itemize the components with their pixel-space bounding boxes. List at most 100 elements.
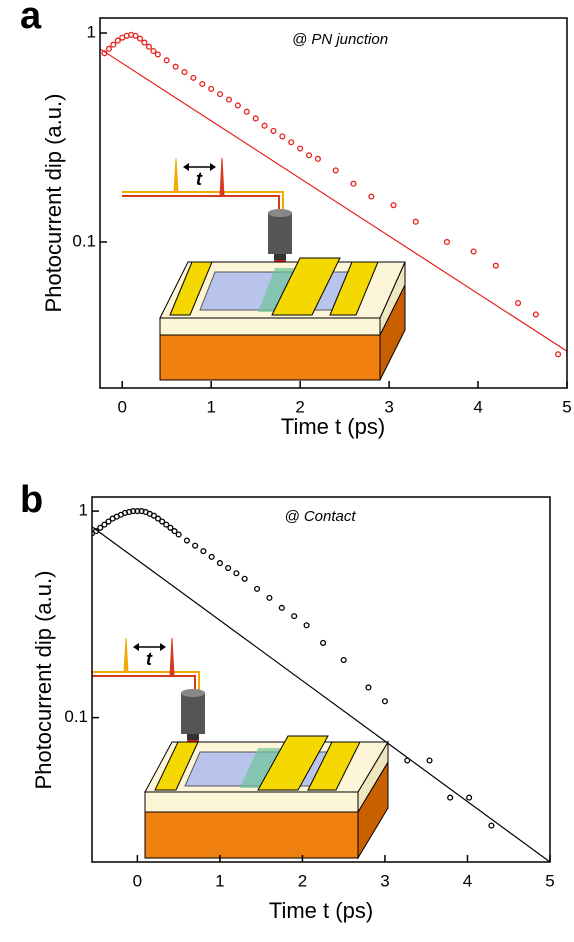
y-tick-label: 1 (79, 501, 88, 520)
x-axis-label: Time t (ps) (269, 898, 373, 923)
data-point (305, 152, 313, 159)
fit-line (92, 526, 550, 862)
data-point (110, 41, 117, 48)
data-point (266, 594, 273, 601)
data-point (390, 202, 397, 209)
data-point (141, 39, 148, 46)
panel-label: a (20, 0, 42, 37)
y-tick-label: 1 (87, 23, 96, 42)
data-point (278, 604, 285, 611)
data-point (225, 96, 233, 103)
data-point (243, 108, 250, 115)
data-point (192, 542, 199, 549)
annotation: @ PN junction (292, 31, 388, 48)
data-point (314, 155, 321, 162)
inset-schematic: t (122, 157, 406, 381)
data-point (154, 51, 161, 58)
data-point (270, 127, 277, 134)
data-point (426, 757, 433, 764)
data-point (97, 524, 104, 531)
data-point (190, 74, 197, 81)
data-point (365, 684, 372, 691)
data-point (216, 560, 223, 567)
data-point (488, 822, 495, 829)
data-point (199, 80, 206, 88)
data-point (261, 122, 268, 129)
x-tick-label: 3 (384, 397, 393, 416)
data-point (136, 35, 144, 42)
data-point (412, 218, 419, 225)
data-point (350, 180, 357, 187)
x-tick-label: 1 (206, 397, 215, 416)
x-axis-label: Time t (ps) (281, 414, 385, 439)
data-point (532, 311, 539, 318)
data-point (233, 570, 240, 577)
data-point (253, 585, 261, 592)
data-point (234, 102, 241, 109)
y-axis-label: Photocurrent dip (a.u.) (31, 571, 56, 790)
data-point (172, 63, 179, 70)
data-point (466, 794, 473, 801)
data-point (332, 167, 339, 174)
axes-frame (91, 496, 551, 863)
data-point (381, 698, 389, 705)
data-point (101, 521, 108, 528)
data-point (132, 32, 139, 39)
y-tick-label: 0.1 (64, 707, 88, 726)
data-point (225, 564, 232, 572)
data-point (114, 37, 121, 44)
data-point (208, 85, 215, 92)
data-point (368, 193, 375, 200)
data-point (340, 657, 347, 664)
data-point (208, 553, 215, 560)
data-point (320, 639, 327, 646)
data-point (241, 575, 248, 582)
axes-frame (99, 17, 568, 389)
plot-area (100, 31, 567, 358)
x-tick-label: 2 (298, 871, 307, 890)
data-point (163, 521, 170, 528)
data-point (145, 43, 152, 50)
inset-schematic: t (92, 637, 389, 860)
data-point (130, 508, 137, 515)
inset-label: t (146, 649, 153, 669)
data-point (134, 508, 141, 515)
data-point (105, 45, 112, 52)
x-tick-label: 1 (215, 871, 224, 890)
x-tick-label: 2 (295, 397, 304, 416)
data-point (167, 524, 174, 531)
data-point (279, 133, 286, 140)
x-tick-label: 4 (463, 871, 472, 890)
data-point (443, 238, 450, 246)
inset-label: t (196, 169, 203, 189)
fit-line (100, 48, 567, 352)
data-point (175, 531, 182, 538)
x-tick-label: 5 (562, 397, 571, 416)
x-tick-label: 0 (133, 871, 142, 890)
annotation: @ Contact (284, 508, 356, 525)
data-point (470, 248, 477, 255)
data-point (150, 47, 157, 55)
data-point (159, 518, 166, 525)
data-point (181, 69, 188, 76)
x-tick-label: 3 (380, 871, 389, 890)
data-point (183, 537, 190, 544)
x-tick-label: 4 (473, 397, 482, 416)
data-point (492, 262, 499, 269)
plot-area (92, 508, 550, 862)
data-point (154, 515, 162, 522)
data-point (555, 351, 562, 358)
x-tick-label: 5 (545, 871, 554, 890)
data-point (105, 518, 112, 525)
panel-label: b (20, 479, 43, 521)
data-point (297, 145, 304, 152)
y-axis-label: Photocurrent dip (a.u.) (41, 94, 66, 313)
data-point (200, 548, 207, 555)
data-point (171, 528, 178, 535)
data-point (303, 622, 310, 629)
data-point (291, 613, 298, 620)
data-point (163, 57, 170, 64)
x-tick-label: 0 (118, 397, 127, 416)
data-point (515, 300, 522, 307)
